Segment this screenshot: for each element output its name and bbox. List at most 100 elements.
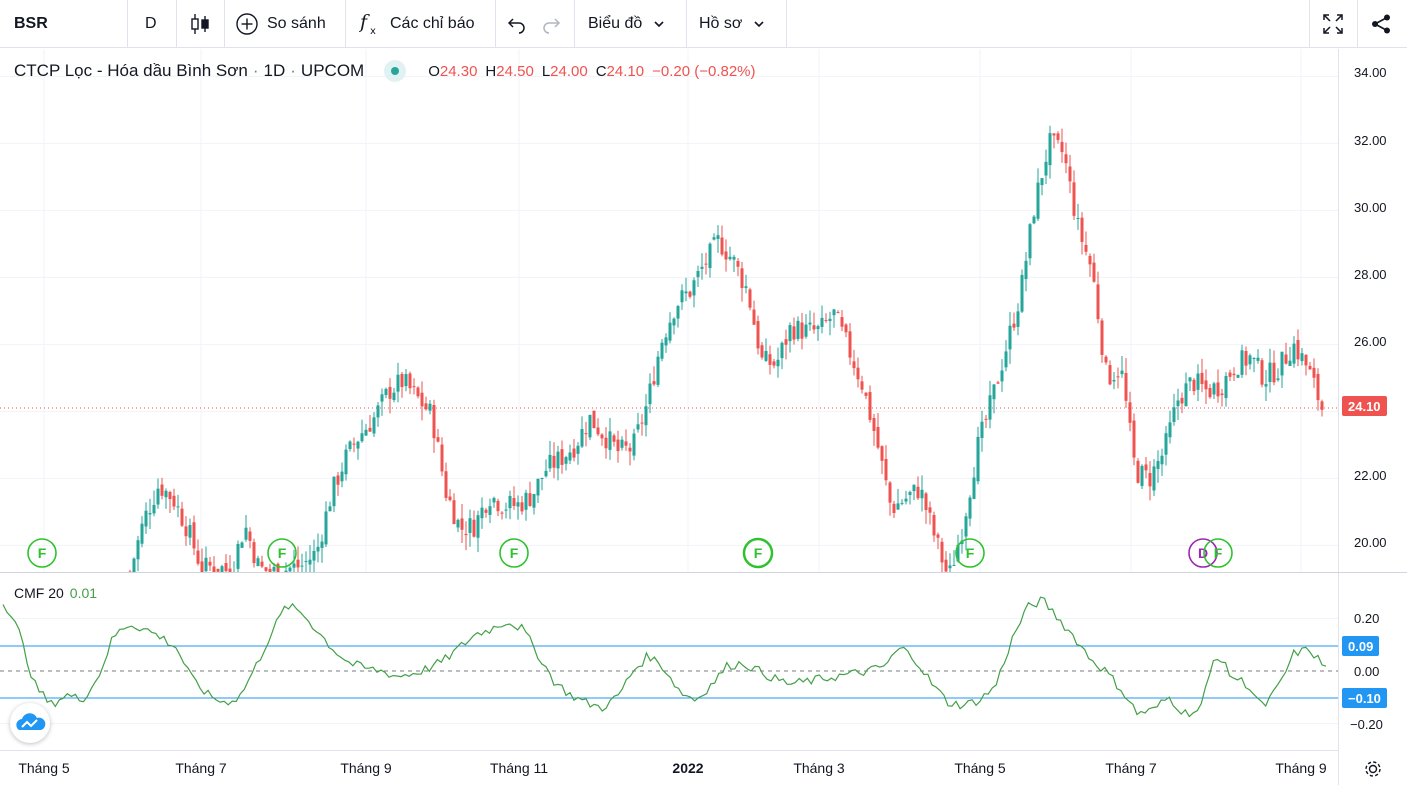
candle-body [1100, 320, 1104, 355]
candle-body [436, 437, 440, 442]
candle-body [1300, 353, 1304, 361]
candle-body [812, 325, 816, 330]
candle-body [1252, 358, 1256, 360]
candle-body [620, 439, 624, 448]
candle-body [1176, 400, 1180, 407]
cmf-grid [0, 617, 1338, 725]
candle-body [908, 491, 912, 495]
redo-button[interactable] [541, 0, 561, 47]
candle-body [856, 367, 860, 380]
candle-body [608, 431, 612, 450]
undo-button[interactable] [507, 0, 527, 47]
candle-body [444, 471, 448, 498]
candle-body [1076, 217, 1080, 219]
candle-body [508, 495, 512, 509]
candle-body [924, 493, 928, 511]
candle-body [548, 454, 552, 469]
candle-body [1112, 380, 1116, 382]
candle-body [420, 392, 424, 407]
candle-body [616, 439, 620, 452]
candle-body [876, 426, 880, 448]
chart-legend: CTCP Lọc - Hóa dầu Bình Sơn · 1D · UPCOM… [14, 60, 756, 82]
indicators-button[interactable]: f x Các chỉ báo [359, 0, 475, 47]
top-toolbar: BSR D So sánh f x Các chỉ báo [0, 0, 1407, 48]
candle-body [928, 507, 932, 513]
candle-body [1316, 373, 1320, 401]
symbol-search-button[interactable]: BSR [14, 14, 48, 32]
candle-body [168, 491, 172, 500]
chart-menu-button[interactable]: Biểu đồ [588, 0, 666, 47]
cmf-indicator-pane[interactable] [0, 573, 1338, 750]
candle-body [788, 325, 792, 342]
candle-body [800, 322, 804, 339]
candle-body [368, 427, 372, 432]
candle-body [328, 506, 332, 512]
compare-button[interactable]: So sánh [235, 0, 326, 47]
candle-body [596, 427, 600, 435]
legend-title: CTCP Lọc - Hóa dầu Bình Sơn [14, 61, 248, 80]
candle-body [632, 433, 636, 456]
tradingview-logo[interactable] [10, 703, 50, 743]
candle-body [1128, 402, 1132, 423]
candle-body [964, 516, 968, 537]
marker-circle [27, 538, 57, 568]
candle-body [200, 561, 204, 572]
candle-body [448, 496, 452, 501]
time-tick-label: Tháng 11 [489, 760, 549, 776]
candle-body [1024, 260, 1028, 280]
candle-body [1272, 362, 1276, 383]
candle-body [584, 433, 588, 435]
candle-body [1008, 325, 1012, 350]
candle-body [1080, 217, 1084, 242]
candle-body [1056, 133, 1060, 140]
price-tick-label: 22.00 [1354, 468, 1387, 483]
profile-menu-button[interactable]: Hồ sơ [699, 0, 766, 47]
candle-body [1172, 407, 1176, 422]
cmf-legend[interactable]: CMF 20 0.01 [14, 585, 97, 601]
candle-body [496, 500, 500, 512]
candle-body [1188, 377, 1192, 382]
candle-body [320, 541, 324, 548]
candle-body [1256, 357, 1260, 361]
interval-button[interactable]: D [145, 14, 157, 32]
candle-body [996, 382, 1000, 384]
candle-body [476, 515, 480, 538]
candle-body [1184, 383, 1188, 407]
marker-circle [742, 537, 774, 569]
candle-body [1220, 393, 1224, 395]
candle-body [916, 486, 920, 499]
redo-icon [543, 17, 561, 34]
candle-body [1304, 354, 1308, 366]
price-tick-label: 20.00 [1354, 535, 1387, 550]
candle-body [1232, 373, 1236, 376]
candle-body [536, 478, 540, 496]
candle-body [580, 429, 584, 447]
candle-body [1072, 182, 1076, 216]
market-status-icon[interactable] [384, 60, 407, 82]
fullscreen-button[interactable] [1322, 0, 1344, 47]
chart-settings-button[interactable] [1362, 758, 1384, 780]
candle-body [148, 512, 152, 515]
candle-body [716, 235, 720, 240]
candle-body [392, 392, 396, 401]
candle-body [316, 546, 320, 552]
candle-body [828, 318, 832, 322]
candle-body [440, 444, 444, 472]
share-button[interactable] [1370, 0, 1392, 47]
candle-body [380, 394, 384, 402]
candle-body [356, 441, 360, 449]
candle-body [600, 434, 604, 439]
financial-report-marker: F [499, 538, 529, 568]
cmf-tick-label: 0.00 [1354, 664, 1380, 679]
candle-body [192, 522, 196, 549]
candle-body [888, 482, 892, 503]
toolbar-divider [686, 0, 687, 47]
candle-body [256, 558, 260, 567]
candle-body [304, 560, 308, 562]
chart-style-button[interactable] [189, 0, 211, 47]
candle-body [1196, 373, 1200, 390]
candle-body [264, 567, 268, 571]
svg-text:f: f [359, 11, 370, 33]
candle-body [1108, 365, 1112, 385]
